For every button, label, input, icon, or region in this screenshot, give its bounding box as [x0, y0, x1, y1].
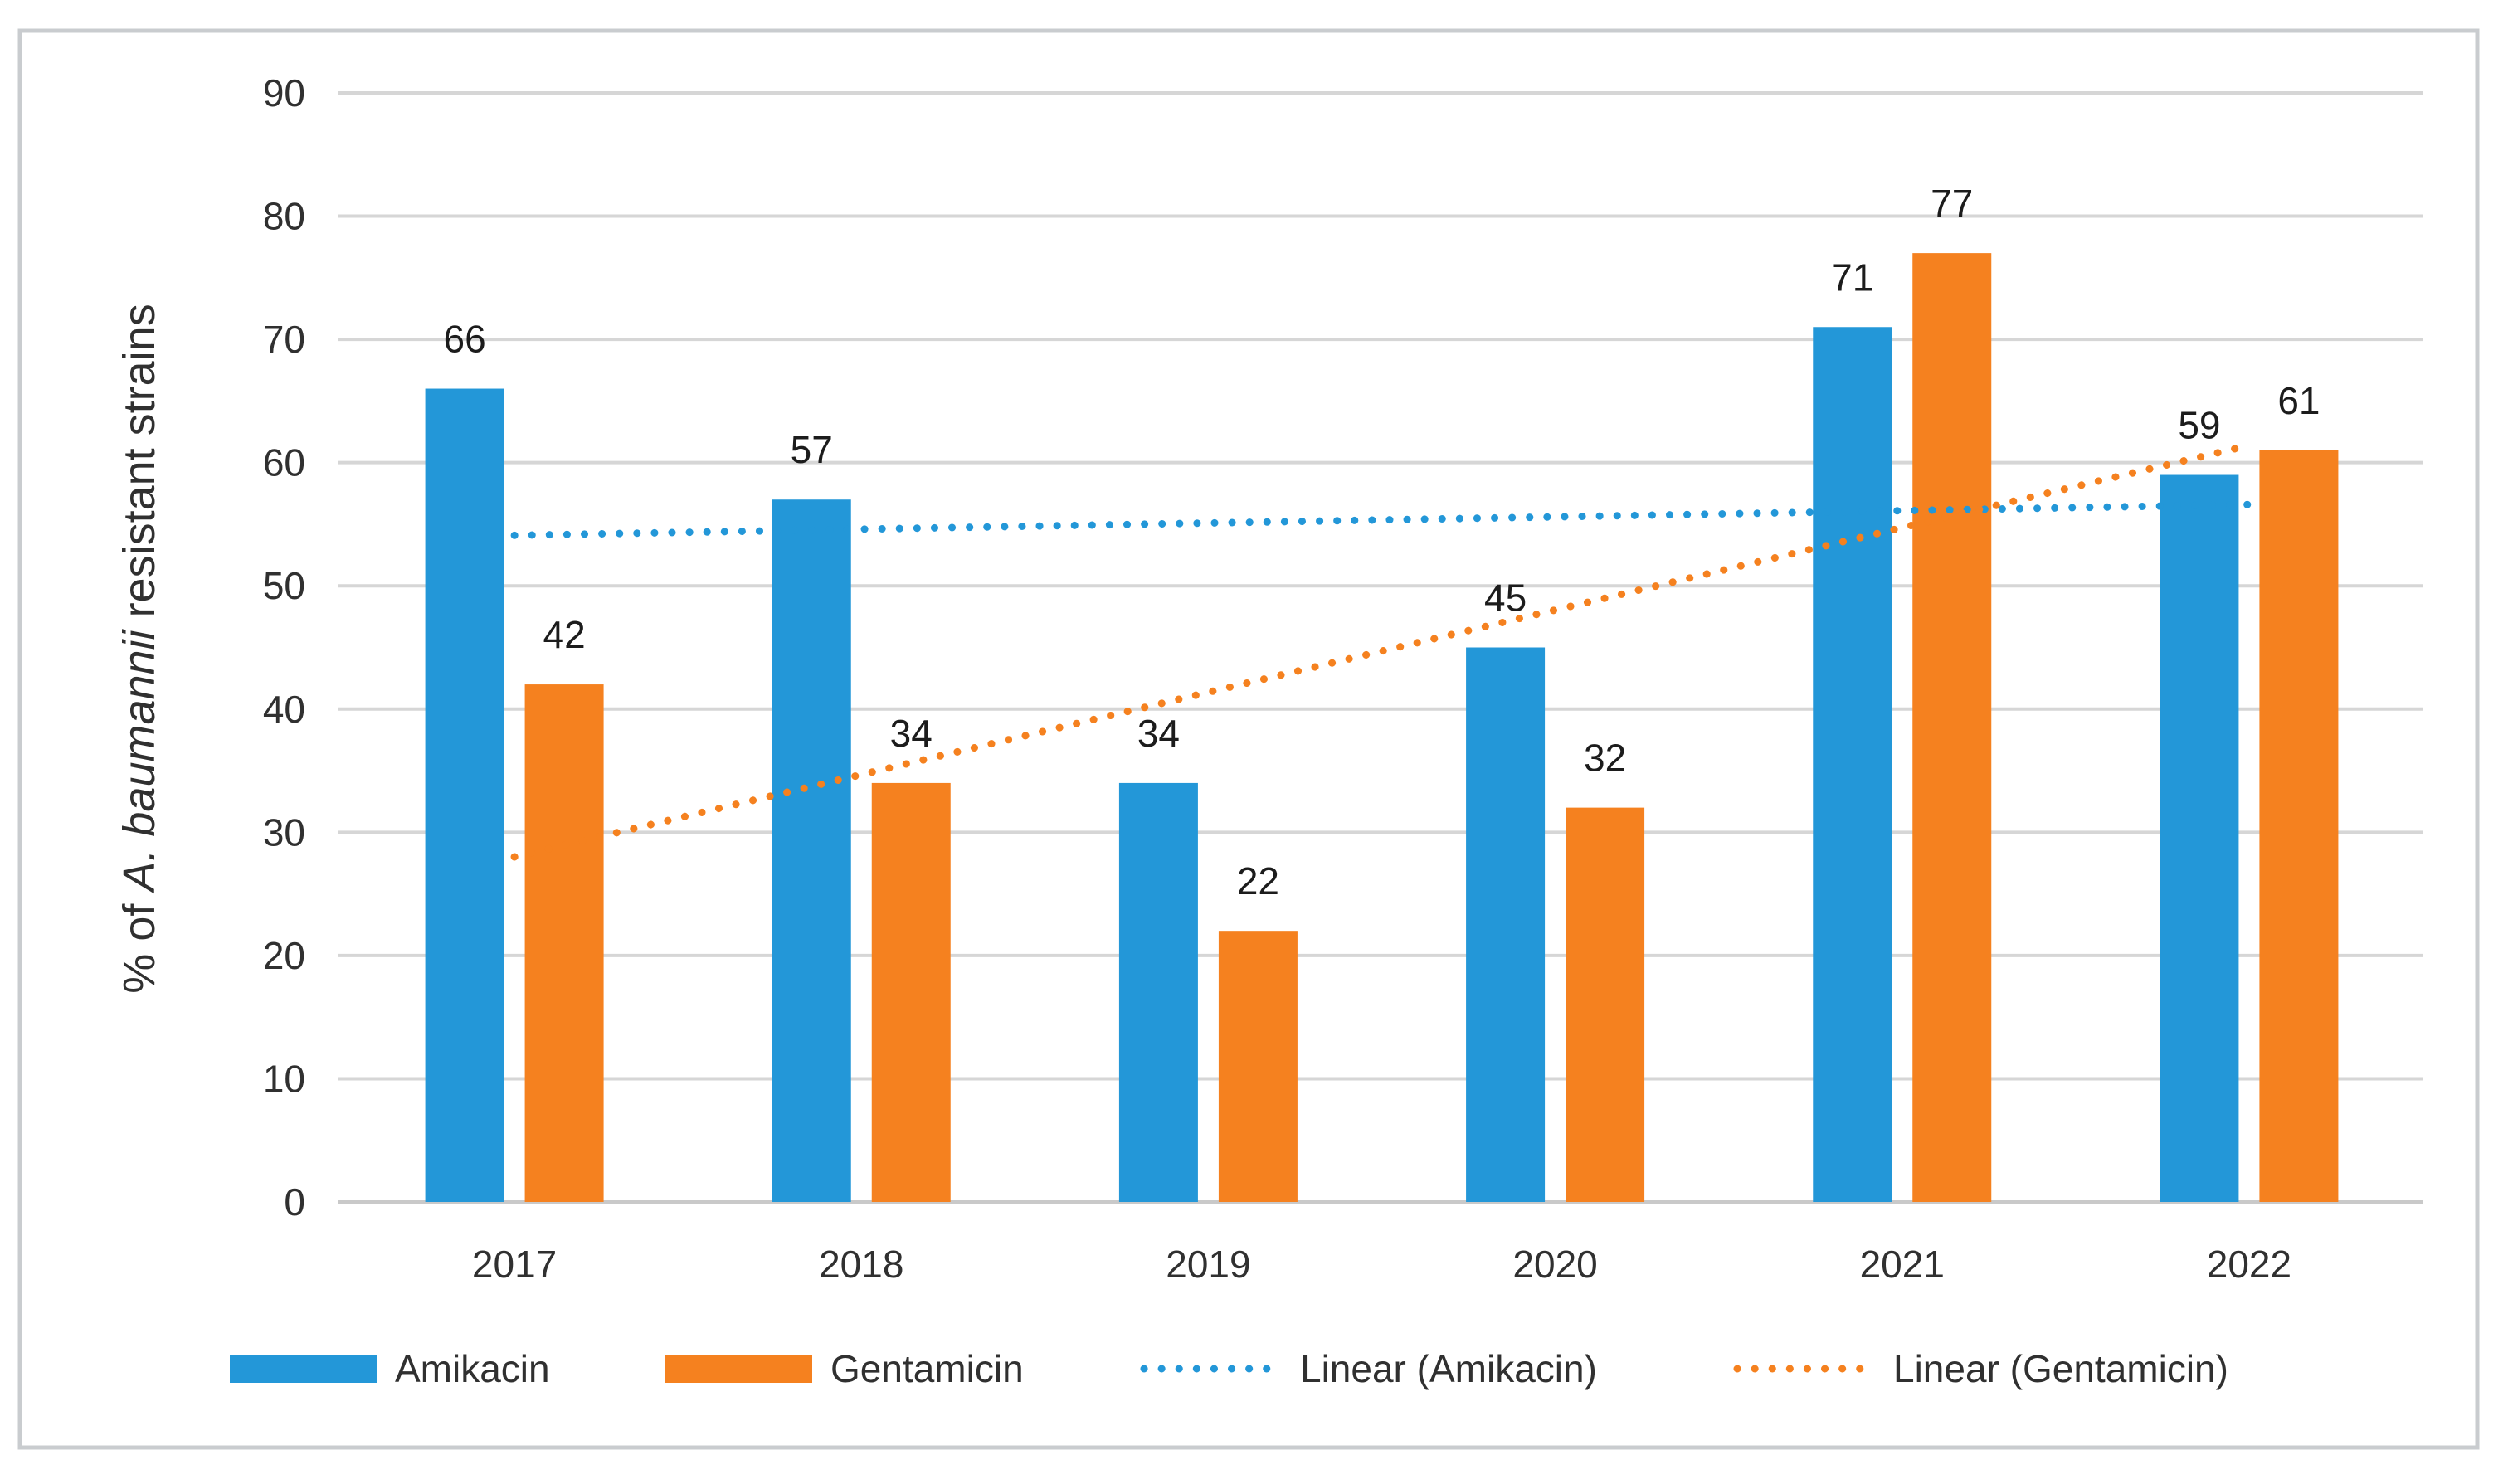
- ytick-label-30: 30: [263, 810, 305, 854]
- ytick-label-0: 0: [284, 1180, 305, 1224]
- xtick-label-2017: 2017: [472, 1243, 557, 1286]
- xtick-label-2021: 2021: [1860, 1243, 1945, 1286]
- bar-gentamicin-2018: [871, 782, 951, 1202]
- ytick-label-10: 10: [263, 1057, 305, 1100]
- y-axis-title-suffix: resistant strains: [114, 304, 164, 630]
- value-label-amikacin-2020: 45: [1484, 577, 1527, 620]
- value-label-gentamicin-2019: 22: [1237, 859, 1279, 903]
- ytick-label-20: 20: [263, 934, 305, 977]
- y-axis-title: % of A. baumannii resistant strains: [114, 304, 164, 993]
- bar-amikacin-2020: [1466, 647, 1546, 1202]
- value-label-gentamicin-2022: 61: [2277, 379, 2320, 422]
- bar-gentamicin-2021: [1912, 253, 1992, 1203]
- ytick-label-60: 60: [263, 441, 305, 484]
- bar-amikacin-2021: [1813, 327, 1892, 1202]
- bar-gentamicin-2020: [1566, 807, 1645, 1202]
- ytick-label-40: 40: [263, 688, 305, 731]
- value-label-gentamicin-2021: 77: [1931, 182, 1973, 225]
- value-label-amikacin-2017: 66: [443, 318, 485, 361]
- figure-frame: [17, 28, 2480, 1450]
- bar-gentamicin-2017: [524, 684, 604, 1202]
- bar-amikacin-2018: [772, 499, 851, 1202]
- ytick-label-70: 70: [263, 318, 305, 361]
- y-axis-title-prefix: % of: [114, 892, 164, 994]
- bar-gentamicin-2019: [1218, 931, 1298, 1202]
- ytick-label-50: 50: [263, 564, 305, 607]
- value-label-amikacin-2019: 34: [1137, 712, 1180, 755]
- xtick-label-2019: 2019: [1166, 1243, 1250, 1286]
- value-label-gentamicin-2017: 42: [543, 613, 585, 656]
- xtick-label-2022: 2022: [2207, 1243, 2291, 1286]
- bar-amikacin-2019: [1118, 782, 1198, 1202]
- value-label-gentamicin-2020: 32: [1584, 737, 1626, 780]
- y-axis-title-species: A. baumannii: [114, 628, 164, 893]
- value-label-amikacin-2021: 71: [1831, 255, 1873, 299]
- value-label-amikacin-2022: 59: [2178, 404, 2220, 447]
- trendline-gentamicin: [510, 441, 2253, 861]
- value-label-amikacin-2018: 57: [791, 428, 833, 471]
- ytick-label-80: 80: [263, 195, 305, 238]
- bar-amikacin-2017: [425, 388, 504, 1202]
- xtick-label-2020: 2020: [1512, 1243, 1597, 1286]
- bar-amikacin-2022: [2160, 474, 2239, 1202]
- value-label-gentamicin-2018: 34: [890, 712, 933, 755]
- xtick-label-2018: 2018: [819, 1243, 903, 1286]
- bar-gentamicin-2022: [2259, 450, 2339, 1202]
- ytick-label-90: 90: [263, 71, 305, 114]
